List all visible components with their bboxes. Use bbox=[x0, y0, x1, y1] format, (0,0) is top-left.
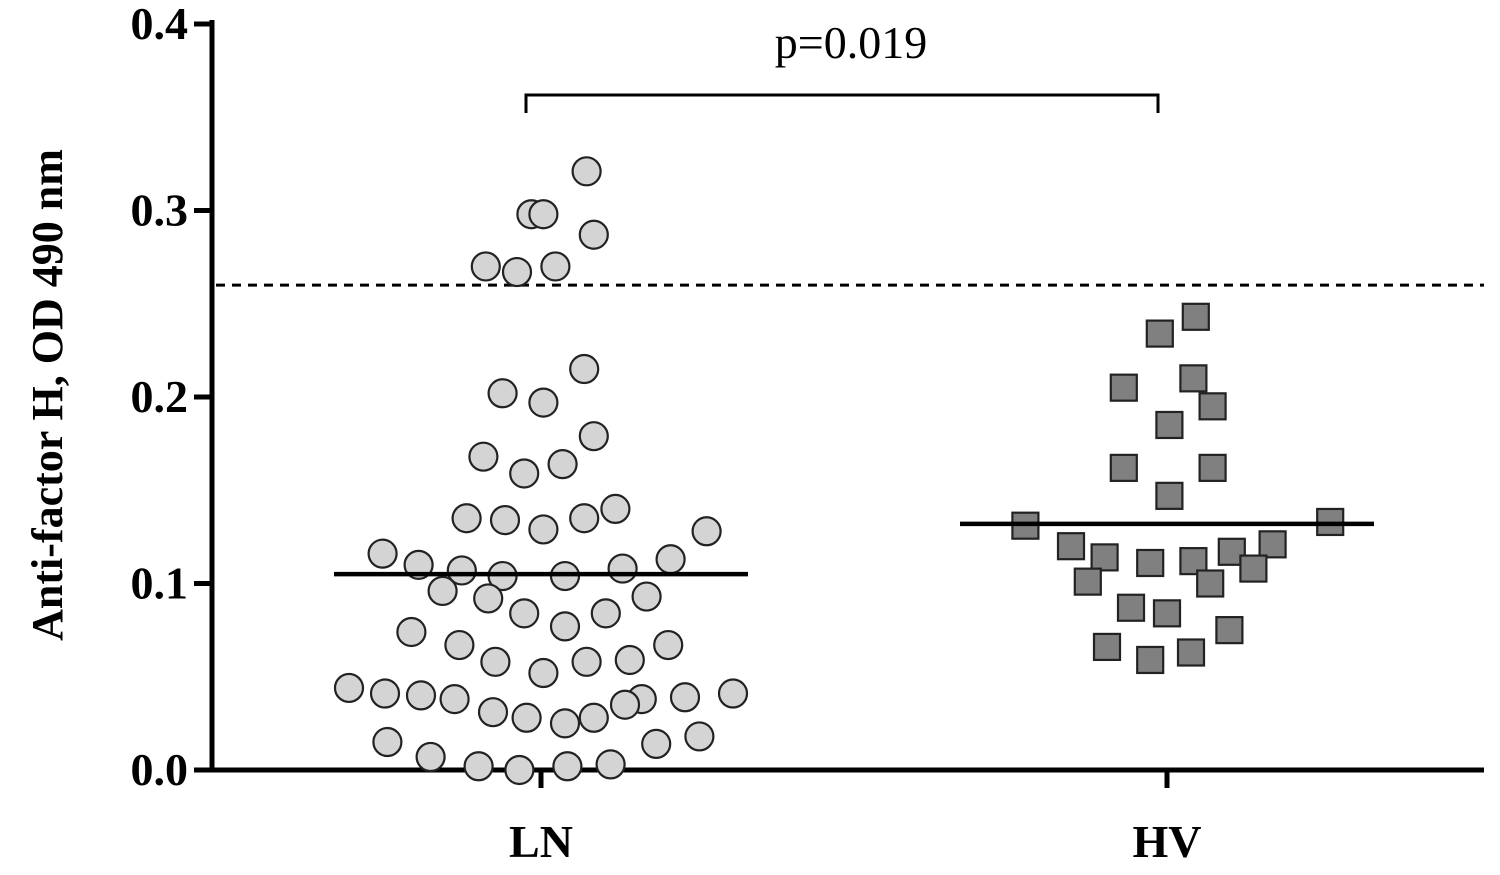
hv-data-point bbox=[1056, 532, 1086, 561]
hv-data-point bbox=[1152, 599, 1182, 628]
ln-data-point bbox=[480, 646, 511, 677]
ln-data-point bbox=[396, 616, 427, 648]
x-tick-label-hv: HV bbox=[1133, 816, 1202, 867]
ln-data-point bbox=[528, 514, 559, 545]
hv-data-point bbox=[1181, 302, 1210, 331]
ln-data-point bbox=[415, 741, 446, 773]
hv-data-point bbox=[1145, 319, 1174, 348]
ln-data-point bbox=[504, 754, 535, 786]
ln-data-point bbox=[569, 503, 600, 534]
hv-data-point bbox=[1136, 645, 1165, 675]
y-tick-label: 0.2 bbox=[131, 371, 189, 422]
ln-data-point bbox=[528, 199, 559, 230]
ln-data-point bbox=[468, 441, 499, 472]
y-tick-label: 0.0 bbox=[131, 744, 189, 795]
hv-data-point bbox=[1116, 593, 1146, 622]
ln-data-point bbox=[552, 751, 583, 782]
ln-data-point bbox=[528, 657, 559, 689]
ln-data-point bbox=[509, 598, 540, 629]
ln-data-point bbox=[372, 726, 403, 758]
ln-data-point bbox=[333, 672, 365, 704]
ln-data-point bbox=[717, 678, 749, 709]
hv-data-point bbox=[1198, 453, 1227, 482]
ln-data-point bbox=[691, 516, 722, 547]
hv-data-point bbox=[1179, 364, 1208, 393]
x-tick-label-ln: LN bbox=[509, 816, 573, 867]
hv-data-point bbox=[1136, 548, 1165, 578]
ln-data-point bbox=[511, 702, 542, 733]
ln-data-point bbox=[446, 555, 477, 586]
significance-bracket bbox=[524, 93, 1160, 113]
ln-data-point bbox=[655, 544, 686, 575]
y-tick-label: 0.3 bbox=[131, 185, 189, 236]
ln-data-point bbox=[569, 353, 600, 385]
ln-data-point bbox=[595, 749, 626, 780]
hv-data-point bbox=[1155, 481, 1184, 510]
hv-data-point bbox=[1239, 554, 1268, 583]
p-value-annotation: p=0.019 bbox=[775, 17, 927, 68]
ln-data-point bbox=[549, 708, 581, 739]
ln-data-point bbox=[405, 680, 437, 711]
ln-data-point bbox=[473, 583, 504, 614]
hv-data-point bbox=[1215, 616, 1244, 645]
ln-data-point bbox=[609, 689, 641, 720]
hv-data-point bbox=[1258, 530, 1287, 559]
ln-data-point bbox=[444, 629, 475, 661]
ln-data-point bbox=[571, 156, 602, 187]
y-ticks: 0.0 0.1 0.2 0.3 0.4 bbox=[131, 0, 212, 795]
ln-data-point bbox=[403, 549, 434, 580]
y-tick-label: 0.1 bbox=[131, 558, 189, 609]
ln-data-point bbox=[578, 702, 609, 733]
ln-data-point bbox=[600, 493, 631, 524]
hv-data-point bbox=[1092, 632, 1122, 662]
ln-data-point bbox=[614, 644, 645, 676]
ln-data-point bbox=[607, 553, 638, 584]
ln-data-point bbox=[641, 728, 672, 759]
ln-data-point bbox=[540, 251, 571, 282]
mean-lines bbox=[334, 521, 1374, 577]
ln-data-point bbox=[590, 598, 621, 629]
data-points bbox=[333, 156, 1345, 786]
ln-data-point bbox=[367, 538, 398, 569]
hv-data-point bbox=[1073, 567, 1102, 596]
ln-data-point bbox=[477, 697, 509, 728]
ln-data-point bbox=[427, 575, 458, 607]
ln-data-point bbox=[501, 256, 533, 288]
ln-data-point bbox=[509, 458, 540, 489]
hv-data-point bbox=[1198, 392, 1227, 421]
ln-data-point bbox=[470, 251, 501, 282]
ln-data-point bbox=[578, 421, 609, 452]
ln-data-point bbox=[578, 219, 609, 250]
hv-data-point bbox=[1196, 569, 1225, 598]
hv-data-point bbox=[1155, 410, 1184, 440]
x-ticks: LN HV bbox=[509, 770, 1202, 867]
ln-data-point bbox=[369, 678, 401, 709]
ln-data-point bbox=[631, 581, 662, 612]
ln-data-point bbox=[669, 682, 701, 713]
hv-data-point bbox=[1090, 543, 1119, 572]
ln-data-point bbox=[547, 449, 578, 480]
ln-data-point bbox=[439, 684, 470, 715]
ln-data-point bbox=[528, 387, 559, 418]
hv-data-point bbox=[1109, 453, 1138, 482]
y-tick-label: 0.4 bbox=[131, 0, 189, 49]
hv-data-point bbox=[1109, 373, 1138, 402]
ln-data-point bbox=[571, 646, 602, 677]
ln-data-point bbox=[549, 611, 581, 642]
ln-data-point bbox=[487, 378, 518, 409]
ln-data-point bbox=[653, 629, 684, 661]
ln-data-point bbox=[463, 751, 494, 782]
ln-data-point bbox=[489, 504, 521, 536]
y-axis-title: Anti-factor H, OD 490 nm bbox=[23, 149, 72, 641]
ln-data-point bbox=[451, 503, 482, 534]
ln-data-point bbox=[684, 721, 715, 752]
hv-data-point bbox=[1176, 638, 1206, 667]
